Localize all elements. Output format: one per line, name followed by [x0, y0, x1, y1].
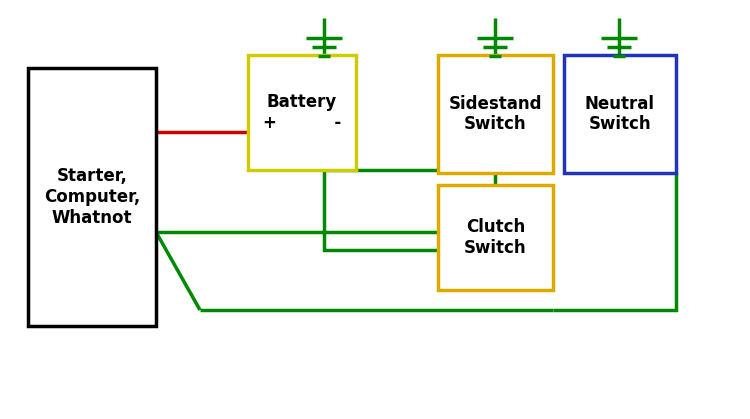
Bar: [564, 55, 676, 173]
Bar: [438, 55, 553, 173]
Text: Starter,
Computer,
Whatnot: Starter, Computer, Whatnot: [44, 167, 140, 227]
Text: Battery
+          -: Battery + -: [262, 93, 341, 132]
Text: Sidestand
Switch: Sidestand Switch: [448, 95, 542, 133]
Bar: [438, 185, 553, 290]
Text: Neutral
Switch: Neutral Switch: [585, 95, 655, 133]
Bar: [248, 55, 356, 170]
Text: Clutch
Switch: Clutch Switch: [464, 218, 526, 257]
Bar: [28, 68, 156, 326]
